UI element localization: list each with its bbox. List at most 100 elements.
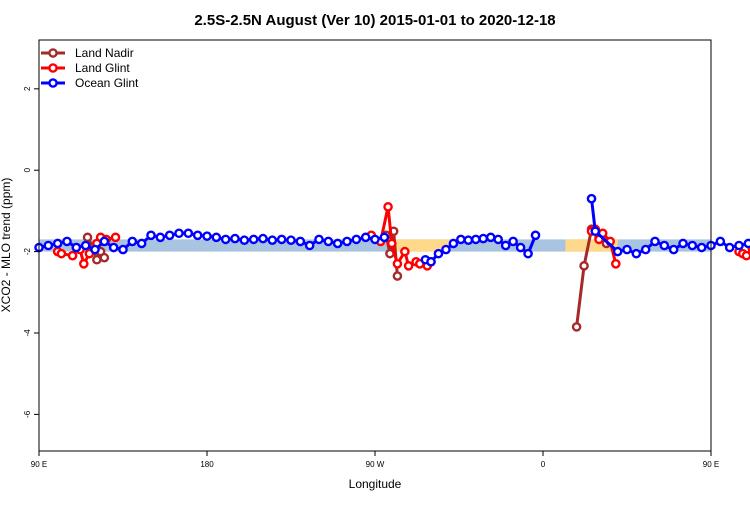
data-point [724,242,735,253]
data-point [456,234,466,245]
data-point [146,230,156,241]
data-point [631,248,642,259]
data-point [295,236,306,247]
data-point [611,259,621,269]
data-point [696,242,707,253]
data-point [304,240,315,251]
chart-title: 2.5S-2.5N August (Ver 10) 2015-01-01 to … [194,12,555,29]
data-point [314,234,324,245]
data-point [99,252,110,263]
data-point [530,230,541,241]
x-tick-label: 90 E [31,460,47,469]
data-point [687,240,698,251]
data-point [248,234,259,245]
data-point [485,232,496,243]
data-point [230,233,240,244]
data-point [99,236,110,247]
y-axis-label: XCO2 - MLO trend (ppm) [0,178,13,313]
data-point [110,232,121,243]
data-point [579,261,589,271]
data-point [79,259,89,269]
data-point [192,230,203,241]
legend-item: Land Nadir [41,46,134,60]
y-tick-label: -4 [23,329,32,337]
data-point [71,242,82,253]
legend-marker [48,48,58,58]
data-point [392,259,403,269]
data-point [590,226,601,237]
data-point [523,248,533,259]
data-point [155,232,166,243]
data-point [400,246,410,257]
y-tick-label: -2 [23,248,32,256]
data-point [67,250,78,261]
data-point [426,256,436,267]
legend-label: Land Nadir [75,46,134,60]
data-point [441,244,451,255]
data-point [360,232,371,243]
y-tick-label: -6 [23,410,32,418]
x-tick-label: 90 E [703,460,719,469]
data-point [202,231,212,241]
data-point [127,236,138,247]
data-point [678,238,688,249]
data-point [515,242,526,253]
data-point [267,235,278,246]
data-point [586,193,597,204]
data-point [403,261,414,271]
data-point [470,234,481,245]
data-point [52,238,63,249]
band [39,239,711,252]
data-point [108,242,119,253]
data-point [640,244,651,255]
legend-marker [48,63,58,73]
data-point [323,236,334,247]
y-axis-ticks: 2 0 -2 -4 -6 [23,86,39,418]
data-point [136,238,147,249]
data-point [92,254,102,265]
data-point [332,238,343,249]
legend-label: Land Glint [75,61,130,75]
data-point [741,250,750,261]
data-point [433,248,444,259]
data-point [276,234,287,245]
data-point [508,236,518,247]
data-point [351,234,362,245]
legend-marker [48,78,58,88]
data-point [612,246,623,257]
data-point [386,238,397,249]
data-point [211,232,222,243]
data-point [743,238,750,249]
data-point [118,244,128,255]
data-point [383,202,393,212]
y-tick-label: 0 [23,167,32,172]
data-point [90,244,100,255]
data-point [286,235,296,246]
data-point [571,322,582,332]
data-point [478,233,489,244]
data-point [734,240,744,251]
data-point [239,235,250,246]
data-point [342,236,352,247]
data-point [80,240,91,251]
data-point [370,234,380,245]
legend-label: Ocean Glint [75,76,139,90]
data-point [500,240,511,251]
x-tick-label: 180 [200,460,214,469]
data-point [183,228,194,239]
data-point [174,228,184,239]
data-point [379,232,390,243]
series-ocean-glint [34,193,750,267]
data-point [650,236,660,247]
data-point [493,234,504,245]
x-tick-label: 0 [541,460,546,469]
x-axis-ticks: 90 E 180 90 W 0 90 E [31,451,719,469]
data-point [448,238,459,249]
data-point [392,271,403,281]
data-point [56,248,67,259]
series-layer [34,193,750,332]
data-point [659,240,670,251]
data-point [668,244,679,255]
